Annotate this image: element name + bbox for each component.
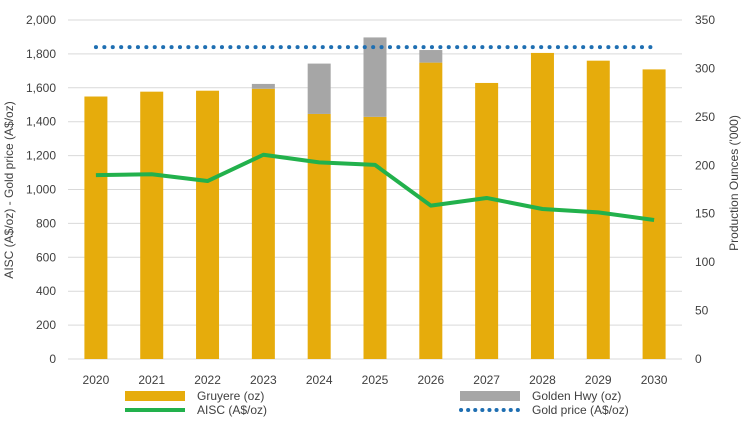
- legend-label-aisc: AISC (A$/oz): [197, 403, 267, 417]
- left-tick-label: 1,400: [26, 115, 56, 129]
- right-tick-label: 200: [695, 158, 715, 172]
- x-tick-label: 2030: [641, 373, 668, 387]
- left-tick-label: 0: [49, 352, 56, 366]
- bar-gruyere: [307, 113, 331, 359]
- bar-gruyere: [530, 52, 554, 359]
- right-tick-label: 50: [695, 304, 709, 318]
- bar-gruyere: [419, 62, 443, 360]
- bar-golden-hwy: [251, 83, 275, 89]
- right-tick-label: 250: [695, 110, 715, 124]
- bar-golden-hwy: [307, 63, 331, 114]
- line-aisc: [95, 152, 655, 222]
- left-tick-label: 800: [36, 216, 56, 230]
- legend-swatch-golden-hwy: [460, 391, 520, 401]
- legend-label-gold-price: Gold price (A$/oz): [532, 403, 629, 417]
- x-axis-ticks: 2020 2021 2022 2023 2024 2025 2026 2027 2028 2029…: [83, 373, 668, 387]
- left-axis-ticks: 0 200 400 600 800 1,000 1,200 1,400 1,600 1,800 2,…: [26, 13, 56, 366]
- bar-golden-hwy: [363, 37, 387, 117]
- bar-golden-hwy: [419, 50, 443, 63]
- right-axis-ticks: 0 50 100 150 200 250 300 350: [695, 13, 715, 366]
- x-tick-label: 2021: [138, 373, 165, 387]
- x-tick-label: 2025: [362, 373, 389, 387]
- left-tick-label: 600: [36, 250, 56, 264]
- legend: Gruyere (oz) Golden Hwy (oz) AISC (A$/oz…: [125, 389, 629, 417]
- left-axis-title: AISC (A$/oz) - Gold price (A$/oz): [2, 101, 16, 278]
- right-tick-label: 300: [695, 61, 715, 75]
- left-tick-label: 1,000: [26, 183, 56, 197]
- x-tick-label: 2028: [529, 373, 556, 387]
- legend-label-golden-hwy: Golden Hwy (oz): [532, 389, 621, 403]
- x-tick-label: 2026: [417, 373, 444, 387]
- right-tick-label: 0: [695, 352, 702, 366]
- right-tick-label: 150: [695, 207, 715, 221]
- bar-gruyere: [642, 69, 666, 359]
- left-tick-label: 400: [36, 284, 56, 298]
- x-tick-label: 2029: [585, 373, 612, 387]
- bar-gruyere: [196, 90, 220, 359]
- bar-gruyere: [586, 60, 610, 360]
- bar-gruyere: [84, 96, 108, 359]
- left-tick-label: 1,600: [26, 81, 56, 95]
- left-tick-label: 1,800: [26, 47, 56, 61]
- left-tick-label: 2,000: [26, 13, 56, 27]
- left-tick-label: 1,200: [26, 149, 56, 163]
- x-tick-label: 2022: [194, 373, 221, 387]
- legend-swatch-gruyere: [125, 391, 185, 401]
- lines: [93, 45, 657, 222]
- bar-gruyere: [475, 82, 499, 359]
- x-tick-label: 2024: [306, 373, 333, 387]
- x-tick-label: 2027: [473, 373, 500, 387]
- left-tick-label: 200: [36, 318, 56, 332]
- right-tick-label: 100: [695, 255, 715, 269]
- x-tick-label: 2023: [250, 373, 277, 387]
- bars: [84, 37, 666, 360]
- bar-gruyere: [363, 116, 387, 359]
- x-tick-label: 2020: [83, 373, 110, 387]
- right-tick-label: 350: [695, 13, 715, 27]
- bar-gruyere: [140, 91, 164, 359]
- bar-gruyere: [251, 88, 275, 360]
- right-axis-title: Production Ounces ('000): [727, 115, 741, 251]
- legend-label-gruyere: Gruyere (oz): [197, 389, 264, 403]
